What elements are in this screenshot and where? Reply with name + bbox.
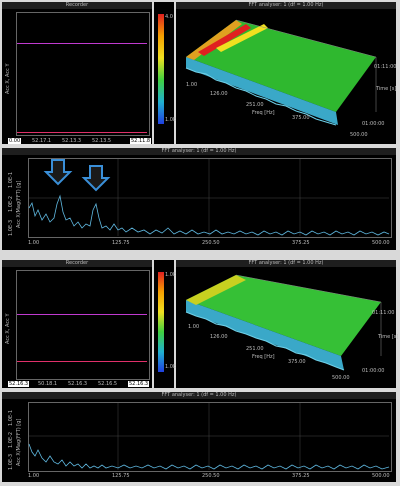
recorder-y-label: Acc X, Acc Y [5,63,11,95]
fft2d-x-tick: 500.00 [372,240,390,246]
recorder-line-2 [17,132,147,133]
fft2d-plot [28,402,392,472]
fft2d-x-tick: 1.00 [28,240,40,246]
fft2d-spectrum [28,159,390,236]
fft3d-freq-tick: 1.00 [186,82,198,88]
recorder-x-tick: 50.18.1 [38,381,58,387]
fft3d-time-tick: 01:11:00 [372,310,395,316]
recorder-x-tick: 52.13.3 [62,138,82,144]
recorder-title: Recorder [2,2,152,9]
fft3d-panel-2: FFT analyser: 1 (df = 1.00 Hz) 1.00 126.… [176,260,399,388]
recorder-title: Recorder [2,260,152,267]
fft3d-time-label: Time [s] [378,334,399,340]
fft2d-plot [28,158,392,238]
fft2d-x-tick: 1.00 [28,473,40,479]
fft3d-freq-tick: 500.00 [350,132,368,138]
fft3d-freq-tick: 375.00 [292,115,310,121]
recorder-line-1 [17,314,147,315]
fft3d-time-tick: 01:00:00 [362,368,385,374]
arrow-down-icon [81,165,111,192]
fft3d-freq-tick: 375.00 [288,359,306,365]
fft3d-freq-tick: 126.00 [210,334,228,340]
colorbar-gradient [158,14,164,124]
fft3d-title: FFT analyser: 1 (df = 1.00 Hz) [176,2,396,9]
arrow-down-icon [43,159,73,186]
recorder-line-1 [17,43,147,44]
fft2d-panel-1: FFT analyser: 1 (df = 1.00 Hz) Acc X/Mag… [2,148,396,250]
colorbar-gradient [158,272,164,372]
recorder-x-tick: 52.16.5 [98,381,118,387]
colorbar-panel-2: 1.0E-4 1.0E-6 [154,260,181,388]
fft3d-time-tick: 01:11:00 [374,64,397,70]
fft2d-x-tick: 125.75 [112,473,130,479]
fft3d-x-label: Freq [Hz] [252,354,275,360]
fft3d-freq-tick: 126.00 [210,91,228,97]
colorbar-top-label: 4.0 [165,14,173,20]
fft3d-time-tick: 01:00:00 [362,121,385,127]
fft2d-title: FFT analyser: 1 (df = 1.00 Hz) [2,148,396,155]
fft3d-title: FFT analyser: 1 (df = 1.00 Hz) [176,260,396,267]
colorbar-panel-1: 4.0 1.0E-5 [154,2,181,144]
recorder-x-end[interactable]: 52.11.8 [130,138,152,144]
fft3d-freq-tick: 1.00 [188,324,200,330]
fft3d-freq-tick: 251.00 [246,102,264,108]
recorder-line-2 [17,361,147,362]
fft2d-spectrum [28,403,390,470]
fft3d-surface [185,19,377,126]
colorbar-bottom-label: 1.0E-5 [165,117,182,123]
recorder-plot [16,270,150,380]
colorbar-bottom-label: 1.0E-6 [165,364,182,370]
fft2d-x-tick: 500.00 [372,473,390,479]
fft3d-freq-tick: 251.00 [246,346,264,352]
fft2d-x-tick: 375.25 [292,240,310,246]
recorder-x-end[interactable]: 52.16.3 [128,381,150,387]
fft2d-x-tick: 250.50 [202,473,220,479]
fft3d-x-label: Freq [Hz] [252,110,275,116]
fft3d-surface [185,274,382,371]
fft3d-time-label: Time [s] [376,86,397,92]
recorder-x-tick: 52.17.1 [32,138,52,144]
fft2d-x-tick: 375.25 [292,473,310,479]
recorder-panel-1: Recorder Acc X, Acc Y 0.00 52.17.1 52.13… [2,2,152,144]
fft2d-x-tick: 250.50 [202,240,220,246]
fft3d-panel-1: FFT analyser: 1 (df = 1.00 Hz) 1.00 126.… [176,2,396,144]
recorder-x-start[interactable]: 52.16.3 [8,381,30,387]
fft2d-title: FFT analyser: 1 (df = 1.00 Hz) [2,392,396,399]
recorder-x-tick: 52.16.3 [68,381,88,387]
fft3d-freq-tick: 500.00 [332,375,350,381]
colorbar-top-label: 1.0E-4 [165,272,182,278]
recorder-x-start[interactable]: 0.00 [8,138,22,144]
recorder-x-tick: 52.13.5 [92,138,112,144]
recorder-panel-2: Recorder Acc X, Acc Y 52.16.3 50.18.1 52… [2,260,152,388]
fft2d-x-tick: 125.75 [112,240,130,246]
fft2d-panel-2: FFT analyser: 1 (df = 1.00 Hz) Acc X/Mag… [2,392,396,482]
recorder-y-label: Acc X, Acc Y [5,313,11,345]
recorder-plot [16,12,150,136]
